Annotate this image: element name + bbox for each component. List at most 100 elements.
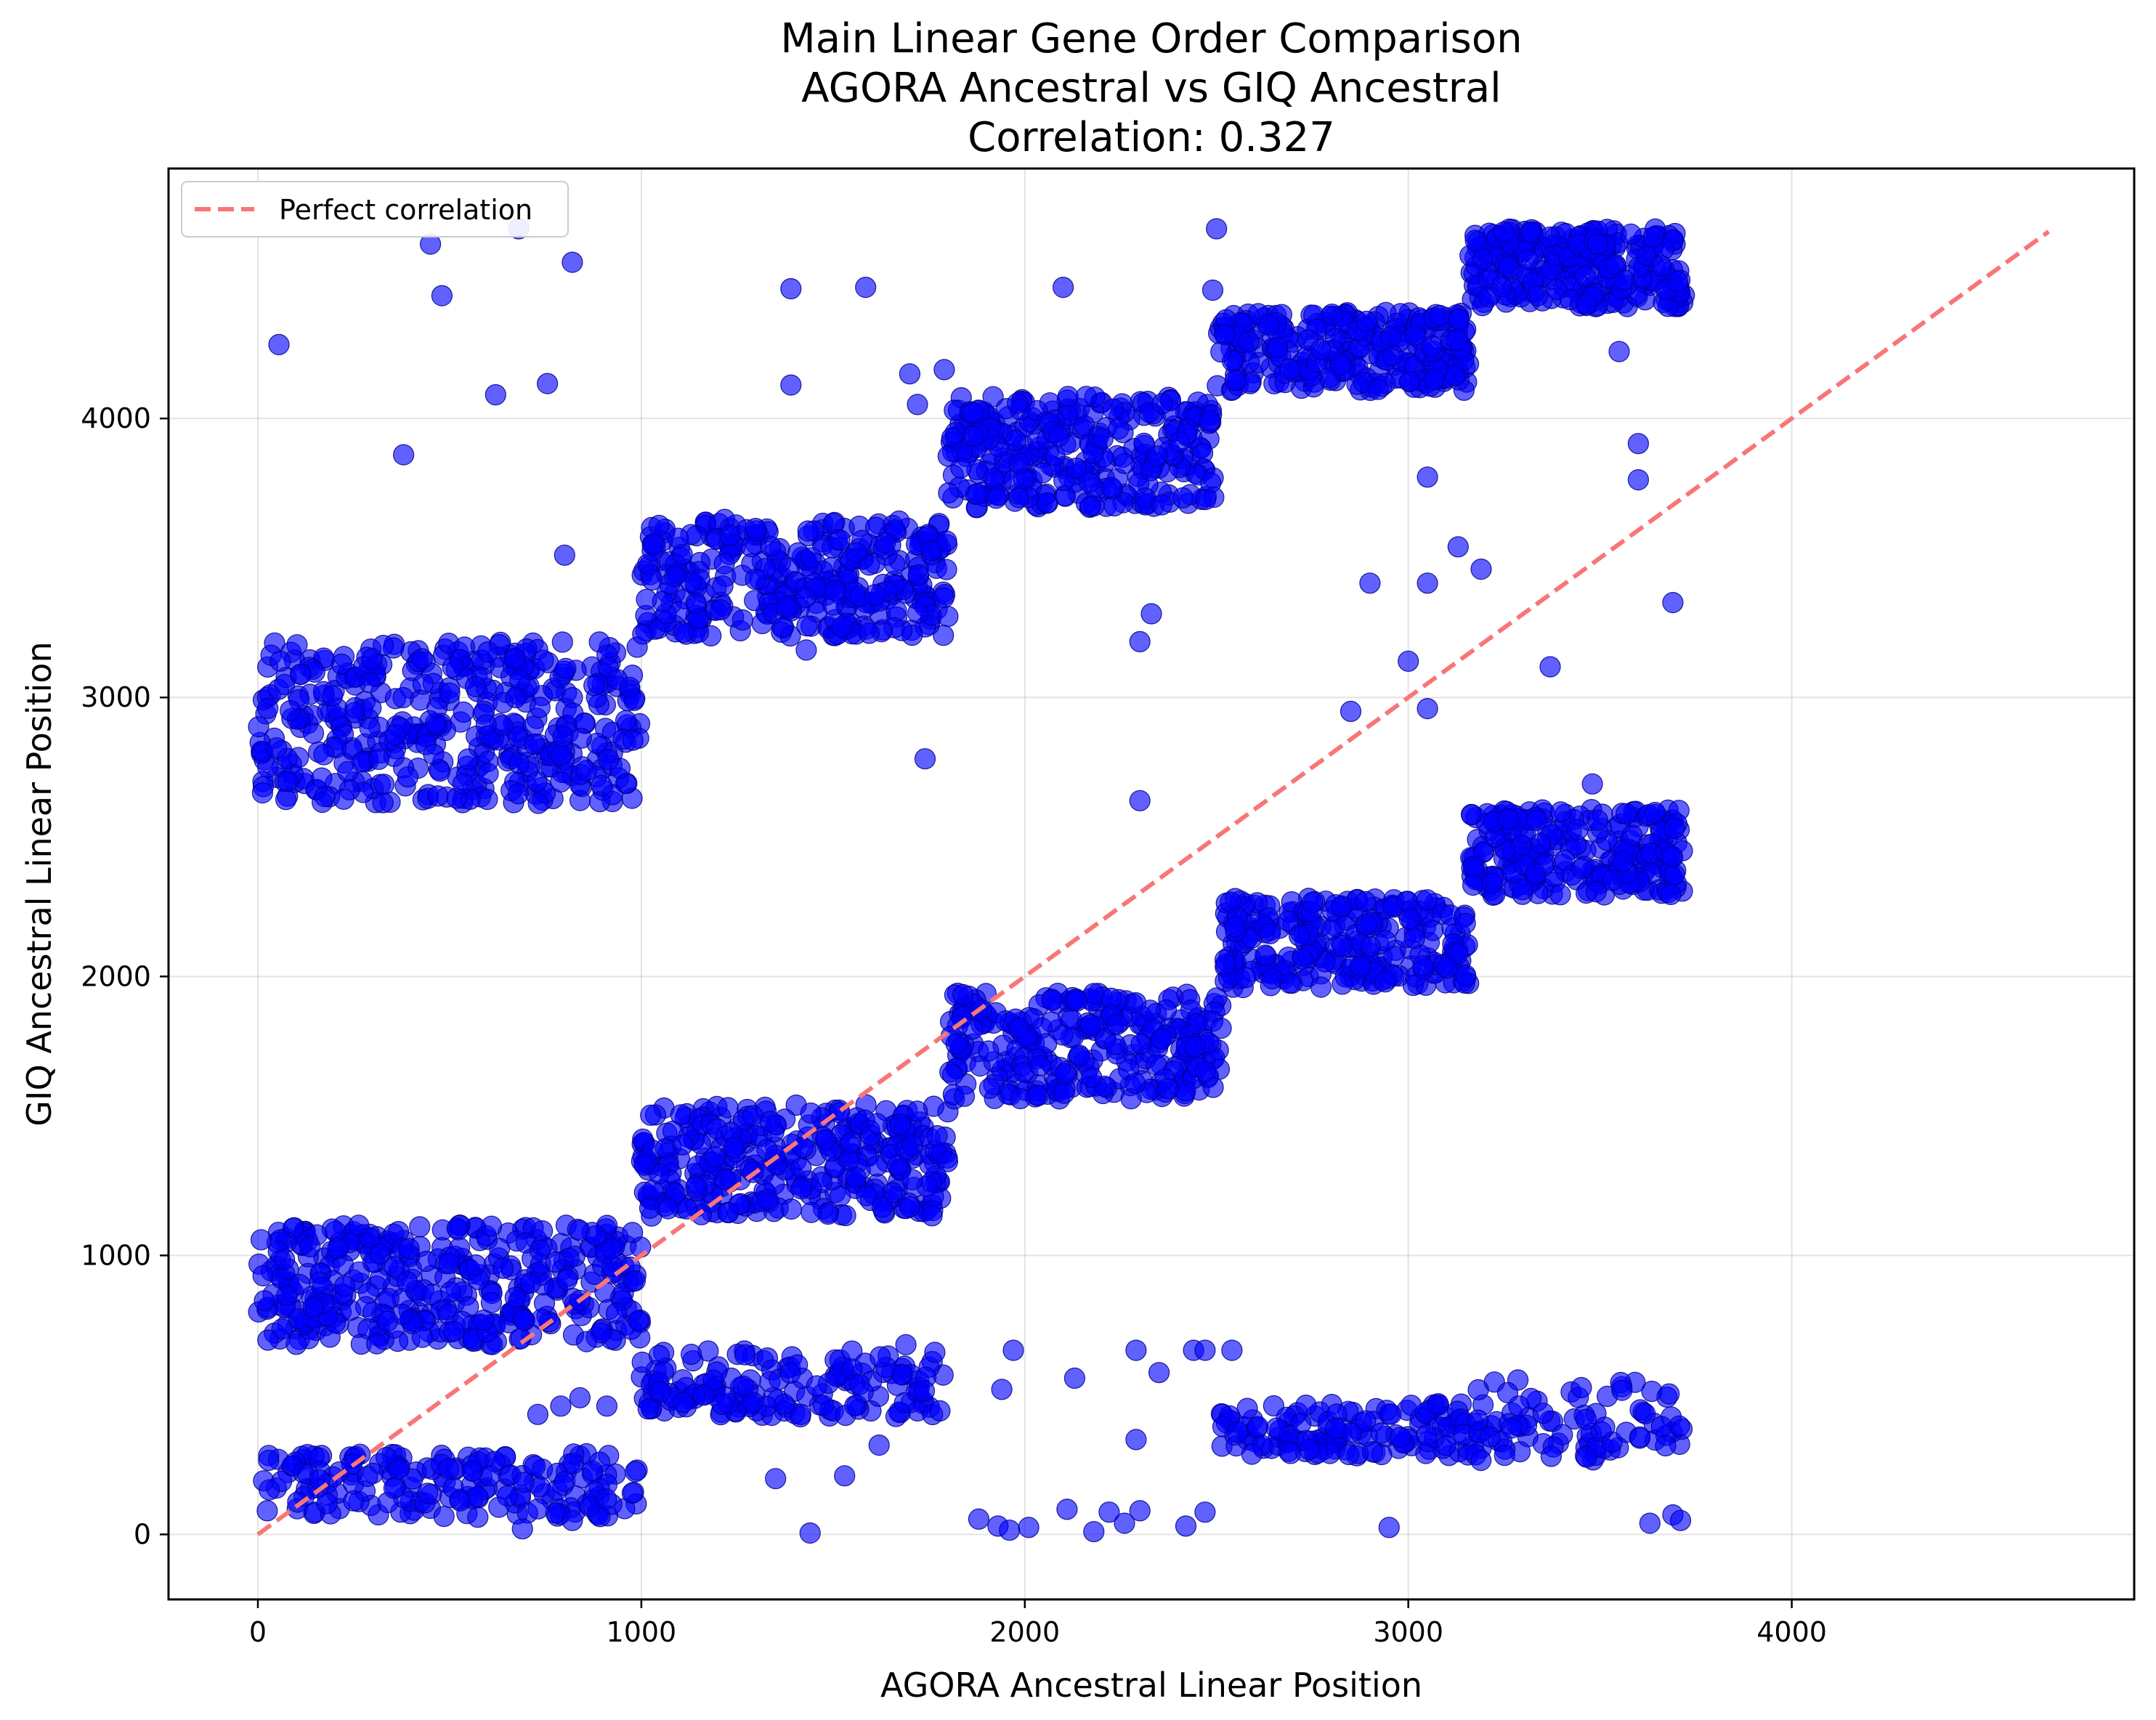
- scatter-point: [311, 767, 333, 789]
- scatter-point: [1029, 1055, 1051, 1076]
- scatter-point: [1663, 817, 1685, 839]
- scatter-point: [1586, 809, 1608, 831]
- scatter-point: [1462, 874, 1484, 896]
- scatter-point: [511, 1518, 533, 1540]
- scatter-point: [438, 1458, 460, 1480]
- scatter-point: [840, 1132, 862, 1153]
- scatter-point: [999, 1520, 1021, 1541]
- scatter-point: [302, 1297, 324, 1318]
- scatter-point: [1027, 1084, 1049, 1107]
- scatter-point: [985, 487, 1007, 509]
- scatter-point: [1650, 1416, 1672, 1437]
- scatter-point: [398, 1238, 420, 1259]
- scatter-point: [1361, 1441, 1384, 1463]
- scatter-point: [1263, 1395, 1285, 1417]
- scatter-point: [1436, 957, 1458, 979]
- scatter-point: [619, 676, 641, 698]
- scatter-point: [790, 1403, 811, 1425]
- scatter-point: [831, 616, 853, 638]
- scatter-point: [644, 532, 665, 555]
- scatter-point: [907, 602, 929, 624]
- scatter-point: [1663, 864, 1685, 885]
- scatter-point: [732, 609, 753, 631]
- scatter-point: [1194, 1339, 1216, 1361]
- scatter-point: [838, 1149, 860, 1171]
- scatter-point: [1151, 393, 1173, 415]
- scatter-point: [1199, 410, 1221, 431]
- scatter-point: [465, 1254, 487, 1276]
- scatter-point: [1063, 1367, 1086, 1390]
- y-axis-label: GIQ Ancestral Linear Position: [20, 641, 59, 1126]
- scatter-point: [719, 524, 741, 546]
- scatter-point: [1255, 944, 1276, 966]
- scatter-point: [1146, 445, 1168, 467]
- scatter-point: [1586, 233, 1609, 255]
- scatter-point: [1124, 991, 1147, 1014]
- scatter-point: [1462, 856, 1485, 877]
- scatter-point: [1661, 845, 1683, 868]
- scatter-point: [1133, 432, 1155, 455]
- scatter-point: [924, 1342, 946, 1363]
- scatter-point: [632, 623, 654, 645]
- scatter-point: [631, 1351, 653, 1374]
- scatter-point: [1576, 1446, 1597, 1468]
- scatter-point: [368, 748, 390, 771]
- scatter-point: [562, 251, 583, 273]
- scatter-point: [711, 1393, 733, 1416]
- scatter-point: [1642, 227, 1664, 248]
- scatter-point: [258, 1449, 280, 1472]
- scatter-point: [1355, 891, 1377, 913]
- scatter-point: [1602, 869, 1624, 891]
- scatter-point: [926, 1124, 948, 1147]
- scatter-point: [505, 686, 527, 709]
- axis-ticks: 0 1000 2000 3000 4000 0 1000 2000 3000 4000: [81, 402, 1827, 1648]
- scatter-point: [1655, 1435, 1677, 1457]
- scatter-point: [800, 1102, 822, 1124]
- scatter-point: [780, 374, 802, 396]
- scatter-point: [1470, 1449, 1492, 1472]
- scatter-point: [1036, 1033, 1058, 1055]
- scatter-point: [622, 1222, 644, 1244]
- scatter-point: [596, 1395, 618, 1417]
- scatter-point: [519, 1272, 541, 1294]
- scatter-point: [524, 733, 546, 755]
- y-tick-label: 1000: [81, 1239, 151, 1271]
- scatter-point: [1417, 466, 1438, 488]
- scatter-point: [1036, 492, 1058, 514]
- scatter-point: [1464, 230, 1486, 251]
- scatter-point: [480, 1215, 503, 1237]
- scatter-point: [648, 514, 670, 536]
- scatter-point: [1658, 1383, 1680, 1405]
- scatter-point: [316, 1493, 338, 1514]
- scatter-point: [820, 1140, 842, 1162]
- scatter-point: [536, 373, 559, 394]
- scatter-point: [251, 782, 273, 804]
- scatter-point: [1401, 1395, 1422, 1416]
- scatter-point: [1355, 310, 1377, 332]
- scatter-point: [1382, 344, 1403, 366]
- scatter-point: [1125, 1429, 1147, 1451]
- scatter-point: [361, 648, 383, 670]
- scatter-point: [639, 1197, 661, 1220]
- scatter-point: [504, 1286, 526, 1308]
- scatter-point: [1210, 1017, 1232, 1039]
- scatter-point: [257, 697, 279, 719]
- scatter-point: [1532, 1403, 1554, 1424]
- scatter-point: [671, 543, 693, 565]
- scatter-point: [1540, 1445, 1562, 1467]
- scatter-point: [1454, 964, 1477, 986]
- scatter-point: [1331, 895, 1353, 917]
- scatter-point: [331, 653, 352, 676]
- scatter-point: [717, 1097, 739, 1119]
- scatter-point: [529, 1239, 551, 1261]
- scatter-point: [1611, 1379, 1633, 1401]
- scatter-point: [1175, 1080, 1196, 1102]
- scatter-point: [1224, 916, 1246, 938]
- scatter-point: [365, 1333, 388, 1355]
- scatter-point: [507, 783, 530, 805]
- scatter-point: [591, 774, 612, 797]
- scatter-point: [1512, 879, 1533, 901]
- scatter-point: [1235, 967, 1257, 989]
- scatter-point: [411, 648, 433, 670]
- scatter-point: [551, 745, 572, 767]
